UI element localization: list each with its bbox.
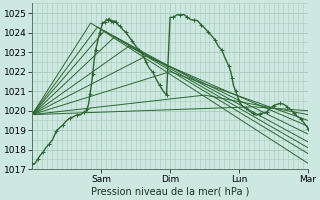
X-axis label: Pression niveau de la mer( hPa ): Pression niveau de la mer( hPa ) (91, 187, 249, 197)
